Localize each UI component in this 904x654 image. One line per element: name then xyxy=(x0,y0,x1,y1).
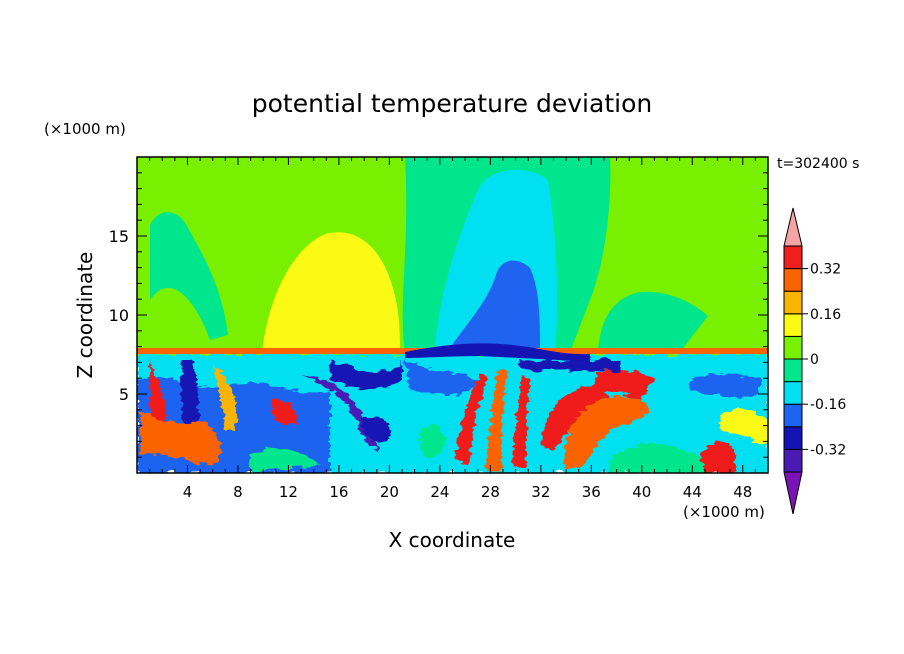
x-tick-label: 12 xyxy=(279,483,298,501)
y-tick-label: 10 xyxy=(109,306,129,325)
colorbar-tick-label: 0.16 xyxy=(810,307,841,323)
contour-region-tropopause-dip xyxy=(405,343,590,362)
y-tick-label: 15 xyxy=(109,227,129,246)
chart-title: potential temperature deviation xyxy=(252,89,652,118)
colorbar-segment xyxy=(783,358,803,383)
x-axis-label: X coordinate xyxy=(389,528,516,552)
colorbar: -0.32 -0.16 0 0.16 0.32 xyxy=(783,207,846,515)
x-tick-label: 36 xyxy=(582,483,601,501)
y-axis: 5 10 15 xyxy=(109,172,768,458)
colorbar-tick-label: 0.32 xyxy=(810,262,841,278)
colorbar-segment xyxy=(783,448,803,473)
contour-region-left-plume xyxy=(150,212,228,340)
x-tick-label: 44 xyxy=(683,483,702,501)
x-tick-label: 48 xyxy=(733,483,752,501)
x-axis: 4 8 12 16 20 24 28 32 36 40 44 48 xyxy=(149,157,756,501)
x-tick-label: 20 xyxy=(380,483,399,501)
colorbar-segment xyxy=(783,268,803,292)
colorbar-segment xyxy=(783,245,803,270)
colorbar-segment xyxy=(783,335,803,360)
contour-region-yellow-dome xyxy=(262,232,400,352)
colorbar-segment xyxy=(783,313,803,337)
time-label: t=302400 s xyxy=(777,156,859,172)
colorbar-segment xyxy=(783,403,803,428)
colorbar-tick-label: -0.16 xyxy=(810,397,846,413)
x-tick-label: 4 xyxy=(183,483,193,501)
contour-region-right-plume xyxy=(598,291,708,352)
x-tick-label: 40 xyxy=(632,483,651,501)
colorbar-tick-label: -0.32 xyxy=(810,442,846,458)
x-unit-label: (×1000 m) xyxy=(683,503,765,521)
y-unit-label: (×1000 m) xyxy=(44,120,126,138)
x-tick-label: 32 xyxy=(531,483,550,501)
y-tick-label: 5 xyxy=(119,385,129,404)
colorbar-tick-label: 0 xyxy=(810,352,819,368)
x-tick-label: 8 xyxy=(233,483,243,501)
colorbar-over-triangle xyxy=(783,207,803,247)
colorbar-segment xyxy=(783,426,803,450)
colorbar-segment xyxy=(783,381,803,405)
colorbar-under-triangle xyxy=(783,471,803,515)
contour-region-blue-plume xyxy=(452,260,540,352)
y-axis-label: Z coordinate xyxy=(73,252,97,379)
x-tick-label: 24 xyxy=(430,483,449,501)
colorbar-segment xyxy=(783,290,803,315)
turbulent-layer xyxy=(137,354,768,473)
plot-area xyxy=(137,157,768,473)
x-tick-label: 28 xyxy=(481,483,500,501)
x-tick-label: 16 xyxy=(329,483,348,501)
